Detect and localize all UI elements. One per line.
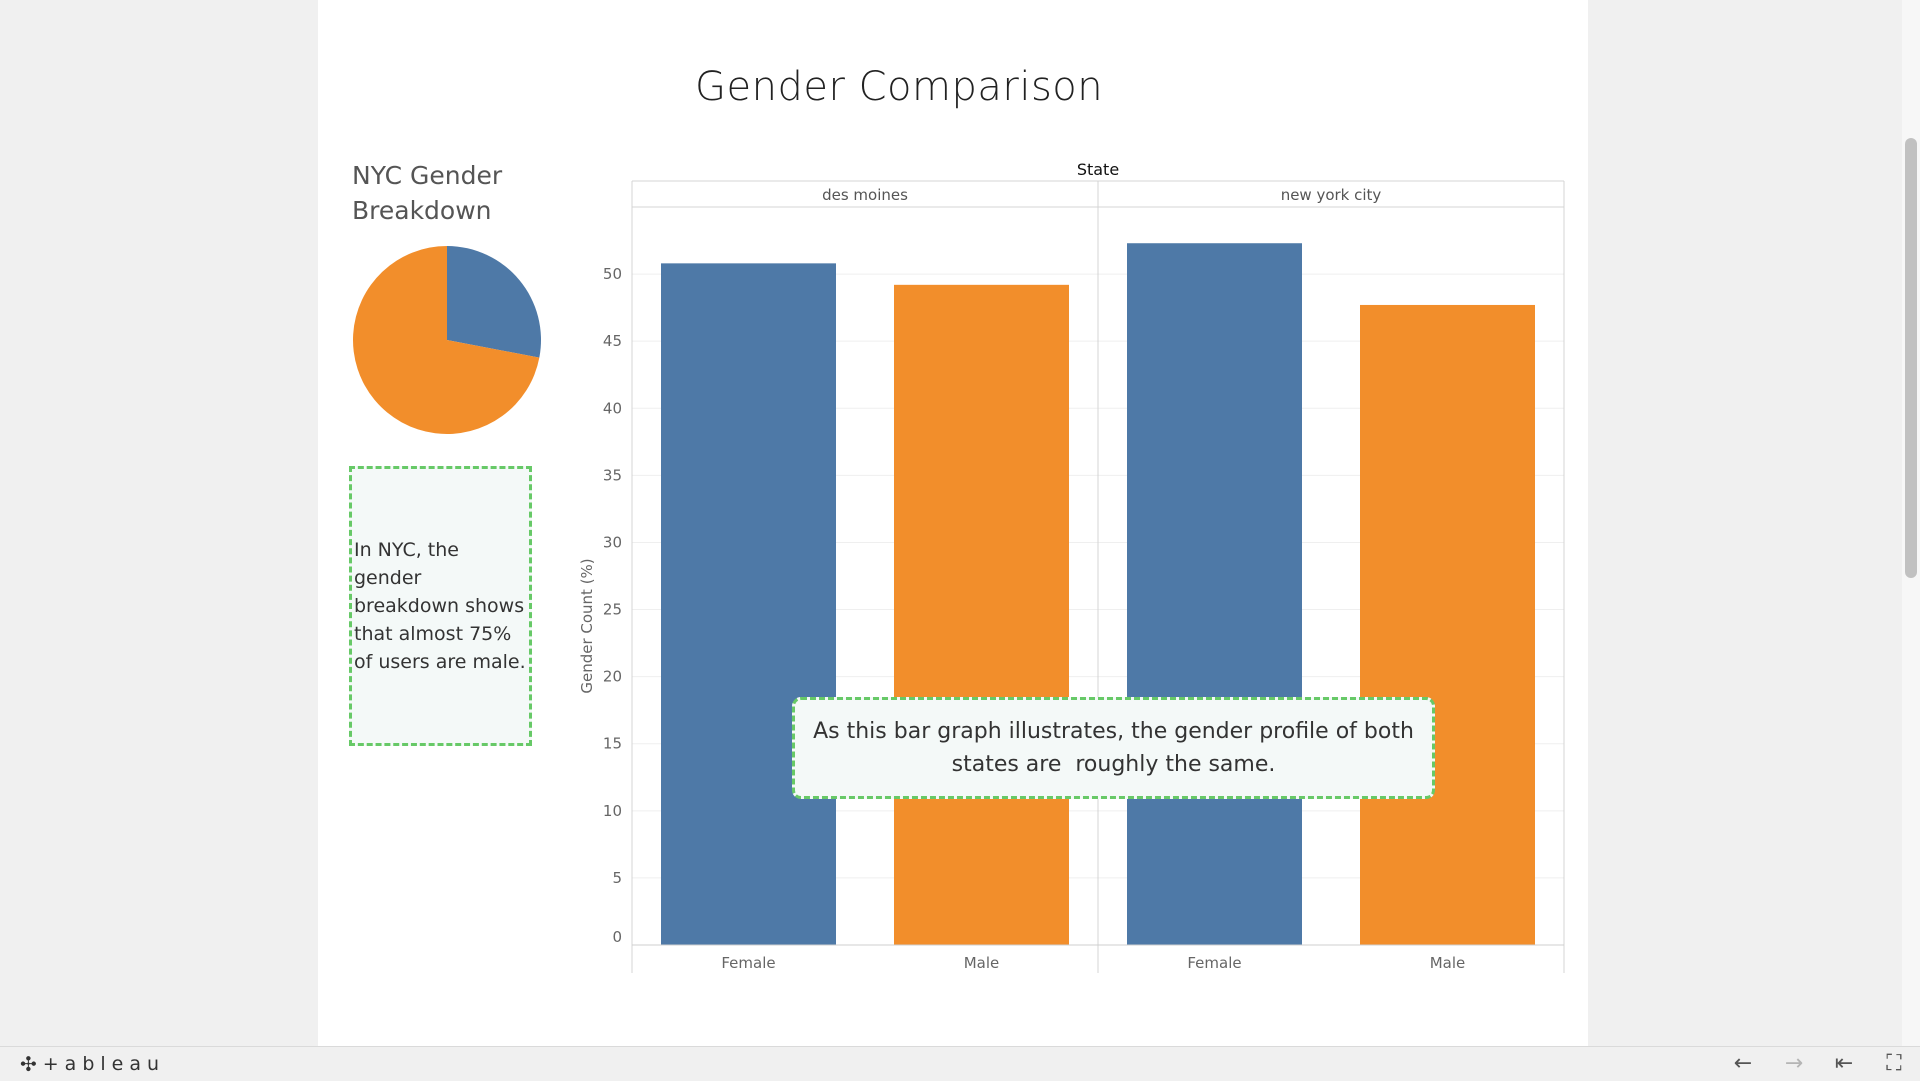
bar-chart-annotation: As this bar graph illustrates, the gende… (792, 697, 1435, 799)
bar-des-moines-male[interactable] (894, 284, 1069, 945)
fullscreen-icon[interactable]: ⛶ (1886, 1051, 1902, 1076)
scrollbar-thumb[interactable] (1905, 138, 1917, 578)
y-tick-label: 10 (603, 802, 622, 820)
gender-bar-chart[interactable]: 0 5 10 15 20 25 30 35 40 45 50 Gender Count (%) Stat… (560, 150, 1580, 980)
y-tick-label: 0 (612, 928, 622, 946)
tableau-logo[interactable]: ✣ +ableau (20, 1052, 165, 1076)
y-tick-label: 20 (603, 668, 622, 686)
pie-chart-title: NYC Gender Breakdown (352, 161, 503, 225)
x-tick-label: Male (964, 954, 1000, 972)
x-tick-label: Female (721, 954, 775, 972)
nyc-note-box: In NYC, the gender breakdown shows that … (349, 466, 532, 746)
nyc-note-text: In NYC, the gender breakdown shows that … (354, 539, 526, 673)
back-arrow-icon[interactable]: ← (1733, 1051, 1753, 1076)
y-tick-label: 15 (603, 735, 622, 753)
column-header-title: State (1077, 160, 1119, 179)
y-tick-label: 45 (603, 332, 622, 350)
y-tick-label: 50 (603, 265, 622, 283)
y-tick-label: 5 (612, 869, 622, 887)
y-tick-label: 25 (603, 601, 622, 619)
pane-header-des-moines: des moines (822, 186, 908, 204)
pie-slice-male[interactable] (352, 246, 540, 434)
tableau-logo-text: +ableau (42, 1053, 166, 1075)
y-tick-label: 35 (603, 466, 622, 484)
dashboard-title: Gender Comparison (695, 64, 1104, 110)
bar-chart-annotation-text: As this bar graph illustrates, the gende… (813, 719, 1421, 777)
bar-new-york-city-female[interactable] (1127, 243, 1302, 945)
tableau-logo-icon: ✣ (20, 1052, 37, 1076)
footer-toolbar: ✣ +ableau ← → ⇤ ⛶ (0, 1046, 1920, 1081)
vertical-scrollbar[interactable] (1902, 0, 1920, 1046)
go-to-first-icon[interactable]: ⇤ (1834, 1051, 1854, 1076)
bar-des-moines-female[interactable] (661, 263, 836, 946)
bar-new-york-city-male[interactable] (1360, 304, 1535, 945)
x-tick-label: Male (1430, 954, 1466, 972)
pie-slice-female[interactable] (447, 246, 541, 358)
x-tick-label: Female (1187, 954, 1241, 972)
y-tick-label: 30 (603, 533, 622, 551)
y-axis-label: Gender Count (%) (578, 558, 596, 693)
nyc-gender-pie-chart[interactable] (350, 243, 550, 443)
y-tick-label: 40 (603, 399, 622, 417)
forward-arrow-icon[interactable]: → (1784, 1051, 1804, 1076)
pane-header-new-york-city: new york city (1281, 186, 1382, 204)
